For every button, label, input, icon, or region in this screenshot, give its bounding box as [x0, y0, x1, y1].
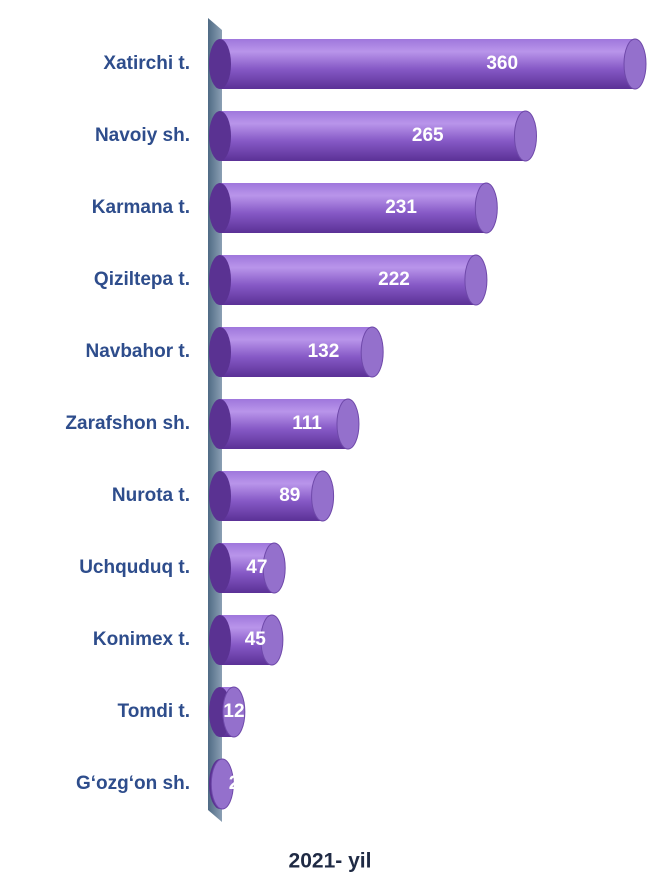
value-label: 47 [246, 557, 267, 578]
bar-base-cap [209, 111, 231, 161]
category-label: Tomdi t. [118, 701, 190, 722]
category-label: Navoiy sh. [95, 125, 190, 146]
category-label: Konimex t. [93, 629, 190, 650]
category-label: Qiziltepa t. [94, 269, 190, 290]
bar [220, 39, 635, 89]
category-label: Nurota t. [112, 485, 190, 506]
bar [220, 183, 487, 233]
bar-base-cap [209, 471, 231, 521]
category-label: G‘ozg‘on sh. [76, 773, 190, 794]
bar-end-cap [474, 182, 498, 234]
value-label: 132 [308, 341, 340, 362]
value-label: 111 [292, 413, 322, 434]
bar-base-cap [209, 255, 231, 305]
value-label: 265 [412, 125, 444, 146]
chart-title: 2021- yil [289, 850, 372, 873]
bar-base-cap [209, 39, 231, 89]
category-label: Xatirchi t. [103, 53, 190, 74]
bar [220, 255, 476, 305]
category-label: Uchquduq t. [79, 557, 190, 578]
bar-base-cap [209, 615, 231, 665]
value-label: 89 [279, 485, 300, 506]
bars: 360 265 231 222 132 111 89 47 45 12 2 [209, 38, 647, 810]
value-label: 360 [486, 53, 518, 74]
value-label: 45 [245, 629, 267, 650]
bar-end-cap [311, 470, 335, 522]
bar-end-cap [464, 254, 488, 306]
bar [220, 111, 526, 161]
bar-end-cap [513, 110, 537, 162]
bar-base-cap [209, 183, 231, 233]
bar-base-cap [209, 327, 231, 377]
value-label: 231 [385, 197, 417, 218]
category-label: Zarafshon sh. [65, 413, 190, 434]
category-label: Karmana t. [92, 197, 190, 218]
bar-end-cap [222, 686, 246, 738]
bar-end-cap [260, 614, 284, 666]
value-label: 12 [223, 701, 244, 722]
category-label: Navbahor t. [85, 341, 190, 362]
bar-end-cap [336, 398, 360, 450]
bar-end-cap [262, 542, 286, 594]
bar-end-cap [210, 758, 234, 810]
bar-base-cap [209, 543, 231, 593]
bar-end-cap [360, 326, 384, 378]
bar [220, 399, 348, 449]
value-label: 222 [378, 269, 410, 290]
value-label: 2 [229, 773, 240, 794]
bar-end-cap [623, 38, 647, 90]
bar [220, 327, 373, 377]
bar-base-cap [209, 399, 231, 449]
bar [220, 471, 323, 521]
